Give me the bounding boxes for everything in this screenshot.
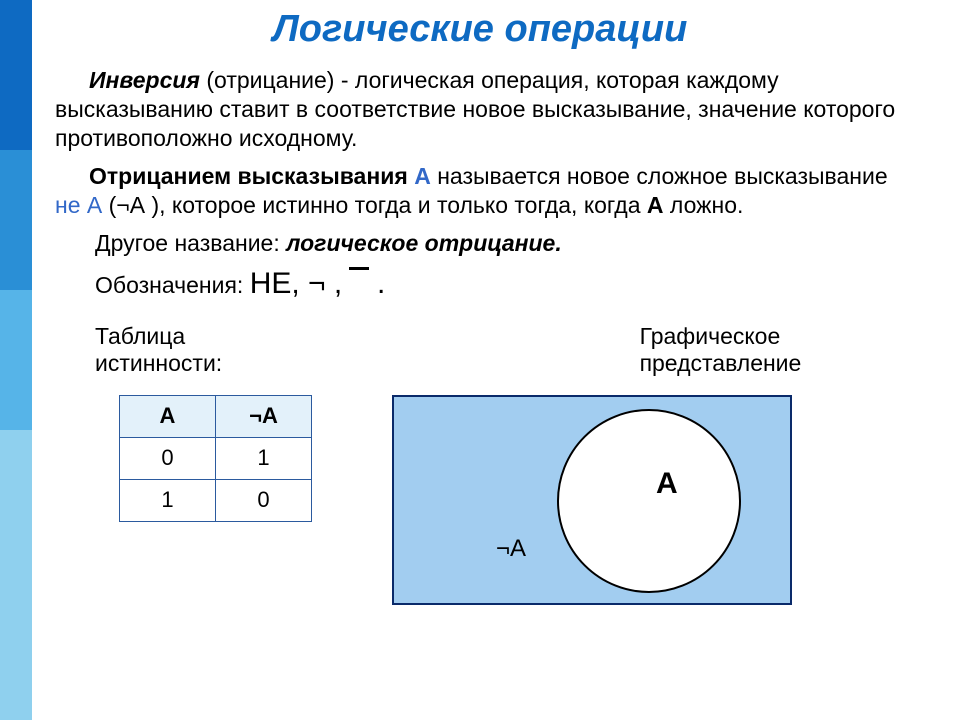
circle-A [557,409,741,593]
label-graphic-rep: Графическое представление [640,323,915,377]
paragraph-alt-name: Другое название: логическое отрицание. [95,230,915,257]
slide-body: Инверсия (отрицание) - логическая операц… [55,66,915,605]
venn-diagram: A ¬А [392,395,792,605]
paragraph-negation: Отрицанием высказывания А называется нов… [55,162,915,220]
slide-title: Логические операции [0,0,960,51]
term-inversion: Инверсия [89,67,200,93]
section-labels: Таблица истинности: Графическое представ… [95,323,915,377]
table-header-row: А ¬А [120,395,312,437]
col-header-A: А [120,395,216,437]
label-not-A: ¬А [496,535,526,563]
overline-icon [349,267,369,277]
paragraph-definition: Инверсия (отрицание) - логическая операц… [55,66,915,152]
truth-table: А ¬А 0 1 1 0 [119,395,312,522]
phrase-negation-of-A: Отрицанием высказывания [89,163,414,189]
label-A: A [656,467,678,501]
col-header-notA: ¬А [216,395,312,437]
paragraph-notation: Обозначения: НЕ, ¬ , . [95,267,915,301]
table-row: 0 1 [120,437,312,479]
table-row: 1 0 [120,479,312,521]
title-text: Логические операции [273,8,688,50]
label-truth-table: Таблица истинности: [95,323,295,377]
notation-symbols: НЕ, ¬ , [250,267,343,300]
side-stripes [0,0,32,720]
